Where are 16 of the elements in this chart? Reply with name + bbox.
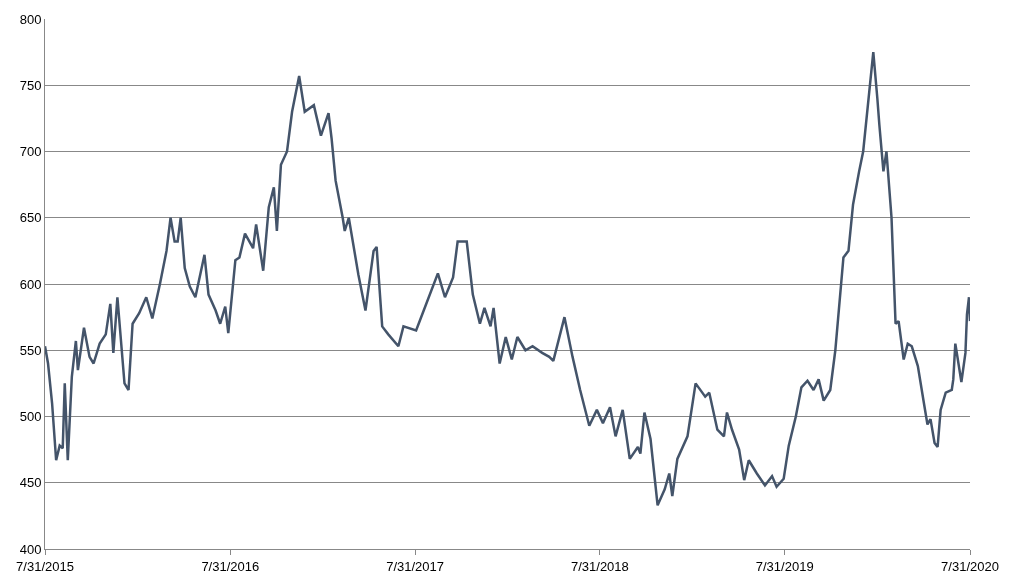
y-tick-label: 400	[19, 541, 42, 557]
y-tick-label: 550	[19, 342, 42, 358]
y-tick-label: 600	[19, 276, 42, 292]
x-tick-label: 7/31/2020	[941, 558, 999, 574]
x-tick-label: 7/31/2017	[386, 558, 445, 574]
x-tick-label: 7/31/2018	[570, 558, 629, 574]
y-tick-label: 750	[19, 77, 42, 93]
y-tick-label: 650	[19, 210, 42, 226]
x-tick-label: 7/31/2019	[755, 558, 814, 574]
x-tick-label: 7/31/2015	[16, 558, 74, 574]
line-series	[45, 50, 970, 507]
x-tick-label: 7/31/2016	[201, 558, 260, 574]
y-tick-label: 800	[19, 11, 42, 27]
y-tick-label: 700	[19, 144, 42, 160]
y-tick-label: 450	[19, 475, 42, 491]
y-tick-label: 500	[19, 409, 42, 425]
